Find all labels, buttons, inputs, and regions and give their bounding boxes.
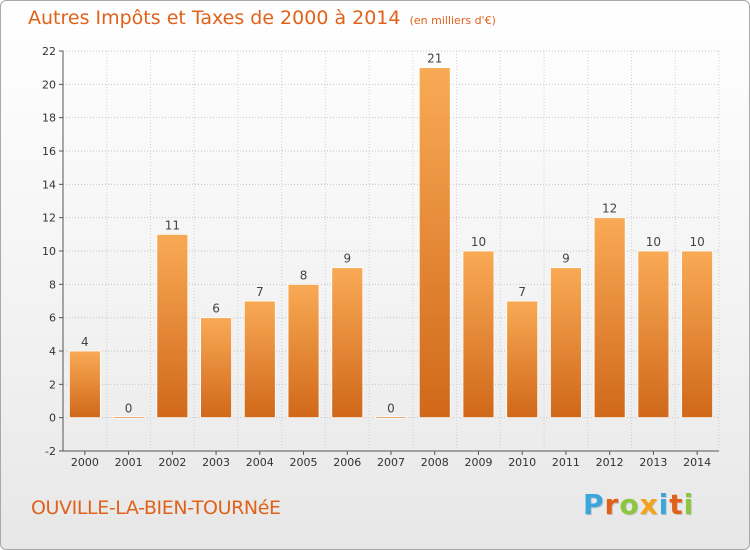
x-tick-label: 2012 xyxy=(596,456,624,469)
bar-2013 xyxy=(637,250,670,419)
bar-2012 xyxy=(593,217,626,419)
logo-letter: o xyxy=(619,488,640,521)
data-label: 0 xyxy=(125,402,133,416)
data-label: 0 xyxy=(387,402,395,416)
logo-letter: x xyxy=(639,488,659,521)
bar-2014 xyxy=(681,250,714,419)
logo-letter: r xyxy=(604,488,620,521)
x-tick-label: 2013 xyxy=(639,456,667,469)
x-tick-label: 2000 xyxy=(71,456,99,469)
x-tick-label: 2002 xyxy=(158,456,186,469)
data-label: 9 xyxy=(343,252,351,266)
data-label: 12 xyxy=(602,202,617,216)
logo-letter: t xyxy=(669,488,684,521)
data-label: 7 xyxy=(518,285,526,299)
y-tick-label: 2 xyxy=(49,378,56,391)
bar-2009 xyxy=(462,250,495,419)
bar-2006 xyxy=(331,267,364,419)
data-label: 11 xyxy=(165,218,180,232)
y-tick-label: 6 xyxy=(49,312,56,325)
bar-2010 xyxy=(506,300,539,419)
logo-letter: P xyxy=(583,488,605,521)
bar-2005 xyxy=(287,283,320,419)
x-tick-label: 2005 xyxy=(290,456,318,469)
y-tick-label: 0 xyxy=(49,412,56,425)
y-tick-label: 22 xyxy=(42,45,56,58)
data-label: 10 xyxy=(689,235,704,249)
bar-2000 xyxy=(68,350,101,419)
y-tick-label: 10 xyxy=(42,245,56,258)
bar-2008 xyxy=(418,67,451,419)
data-label: 21 xyxy=(427,52,442,66)
chart-title-unit: (en milliers d'€) xyxy=(409,14,496,27)
x-tick-label: 2010 xyxy=(508,456,536,469)
x-tick-label: 2006 xyxy=(333,456,361,469)
logo-letter: i xyxy=(658,488,670,521)
logo-letter: i xyxy=(683,488,695,521)
chart-title-main: Autres Impôts et Taxes de 2000 à 2014 xyxy=(28,7,401,29)
x-tick-label: 2014 xyxy=(683,456,711,469)
data-label: 10 xyxy=(471,235,486,249)
bar-2004 xyxy=(243,300,276,419)
bar-2011 xyxy=(550,267,582,419)
bar-2001 xyxy=(112,416,145,419)
y-tick-label: 14 xyxy=(42,178,56,191)
x-tick-label: 2001 xyxy=(115,456,143,469)
x-tick-label: 2003 xyxy=(202,456,230,469)
data-label: 7 xyxy=(256,285,264,299)
y-tick-label: -2 xyxy=(45,445,56,458)
x-tick-label: 2004 xyxy=(246,456,274,469)
proxiti-logo[interactable]: Proxiti xyxy=(583,488,694,521)
data-label: 8 xyxy=(300,268,308,282)
bar-2007 xyxy=(375,416,407,419)
y-tick-label: 20 xyxy=(42,78,56,91)
y-tick-label: 4 xyxy=(49,345,56,358)
y-tick-label: 8 xyxy=(49,278,56,291)
y-tick-label: 16 xyxy=(42,145,56,158)
y-tick-label: 18 xyxy=(42,112,56,125)
data-label: 9 xyxy=(562,252,570,266)
chart-title: Autres Impôts et Taxes de 2000 à 2014 (e… xyxy=(28,7,496,29)
x-tick-label: 2009 xyxy=(464,456,492,469)
data-label: 10 xyxy=(646,235,661,249)
data-label: 4 xyxy=(81,335,89,349)
bar-2003 xyxy=(200,317,232,419)
data-label: 6 xyxy=(212,302,220,316)
commune-name: OUVILLE-LA-BIEN-TOURNéE xyxy=(31,497,281,519)
bar-2002 xyxy=(156,233,189,419)
y-tick-label: 12 xyxy=(42,212,56,225)
x-tick-label: 2008 xyxy=(421,456,449,469)
x-tick-label: 2007 xyxy=(377,456,405,469)
x-tick-label: 2011 xyxy=(552,456,580,469)
